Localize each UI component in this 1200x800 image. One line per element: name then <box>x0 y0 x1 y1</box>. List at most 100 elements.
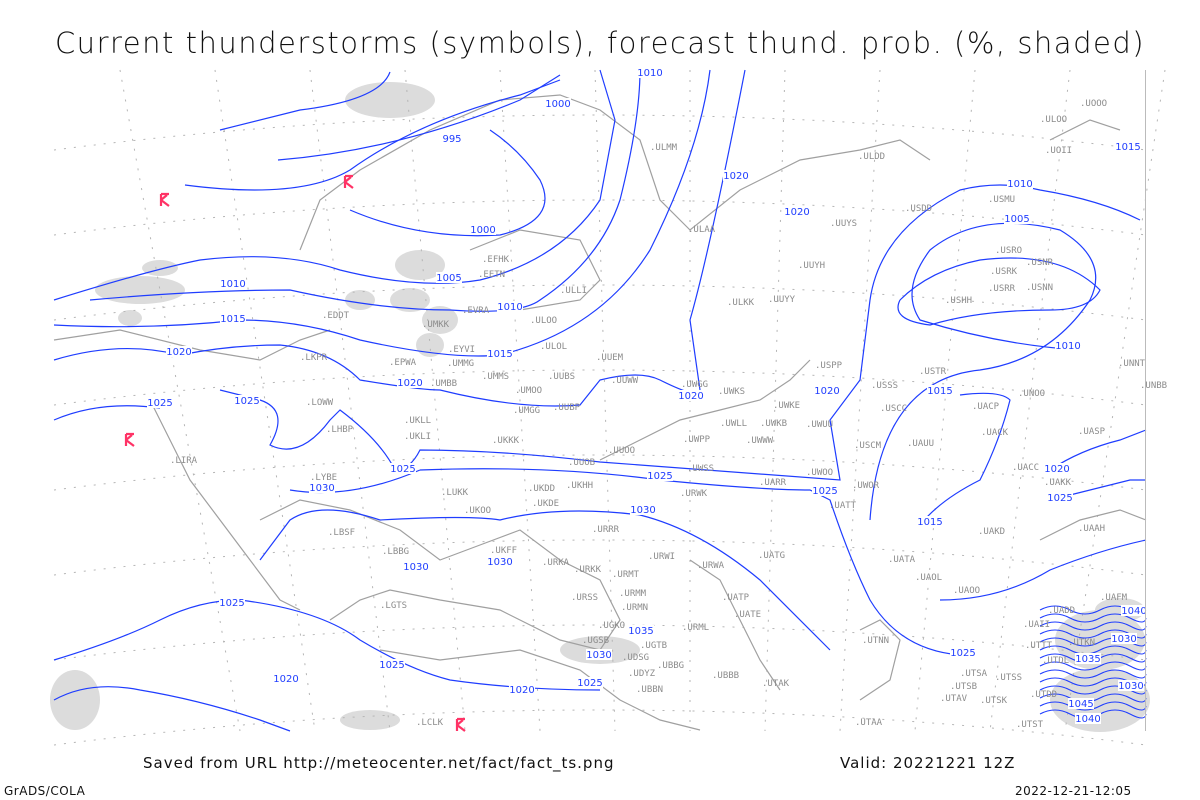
station-label: .ULLI <box>560 286 587 296</box>
station-label: .EVRA <box>462 306 490 316</box>
station-label: .UAOO <box>953 586 980 596</box>
isobar-label-bg <box>439 133 465 144</box>
station-label: .UMBB <box>430 379 457 389</box>
isobar-label: 1015 <box>1115 142 1140 153</box>
shaded-area <box>95 276 185 304</box>
station-label: .UTKN <box>1068 638 1095 648</box>
coastline <box>1049 119 1121 141</box>
station-label: .UWUU <box>806 420 833 430</box>
isobar-label: 1025 <box>647 471 672 482</box>
isobar-label-bg <box>436 272 462 283</box>
station-label: .UUBP <box>553 403 581 413</box>
station-label: .UATT <box>829 501 857 511</box>
station-label: .URSS <box>571 593 598 603</box>
isobar-label-bg <box>487 556 513 567</box>
station-label: .UBBG <box>657 661 684 671</box>
thunderstorm-symbol-icon <box>159 192 170 207</box>
isobar-line <box>1039 645 1147 655</box>
isobar-label: 1045 <box>1068 699 1093 710</box>
map-border-right <box>1145 70 1146 731</box>
station-label: .LYBE <box>310 473 337 483</box>
isobar-line <box>184 79 561 191</box>
station-label: .UACK <box>981 428 1009 438</box>
isobar-label-bg <box>379 659 405 670</box>
isobar-label-bg <box>630 504 656 515</box>
isobar-label: 1035 <box>1075 654 1100 665</box>
isobar-label: 1025 <box>219 598 244 609</box>
saved-from-url: Saved from URL http://meteocenter.net/fa… <box>143 754 615 772</box>
station-labels: .ULOO .UOII .ULDD .USDD .USMU .UUYS .USRO .USNR… <box>170 99 1167 730</box>
coastline <box>859 619 901 701</box>
station-label: .USNN <box>1026 283 1053 293</box>
thunderstorm-symbol-icon <box>343 174 354 189</box>
isobar-label-bg <box>220 278 246 289</box>
station-label: .UKLL <box>404 416 431 426</box>
meridian-line <box>594 69 616 732</box>
station-label: .EFHK <box>482 255 510 265</box>
isobar-label-bg <box>403 561 429 572</box>
station-label: .UWKE <box>773 401 800 411</box>
station-label: .URKK <box>574 565 602 575</box>
isobar-label: 1030 <box>1118 681 1143 692</box>
meridian-line <box>499 69 541 732</box>
shaded-area <box>390 288 430 312</box>
isobar-label: 1020 <box>784 207 809 218</box>
isobar-line <box>1039 629 1147 639</box>
isobar-label-bg <box>1111 633 1137 644</box>
isobar-label: 1025 <box>1047 493 1072 504</box>
station-label: .UAII <box>1023 620 1050 630</box>
isobar-line <box>1039 701 1147 711</box>
isobar-label: 1020 <box>166 347 191 358</box>
isobar-line <box>869 222 1097 521</box>
isobar-label-bg <box>950 647 976 658</box>
station-label: .USNR <box>1026 258 1054 268</box>
coastlines <box>53 94 1147 731</box>
isobar-label-bg <box>1044 463 1070 474</box>
isobar-label: 1020 <box>509 685 534 696</box>
isobar-label-bg <box>545 98 571 109</box>
station-label: .UTAK <box>762 679 790 689</box>
parallel-line <box>53 709 1147 746</box>
isobar-label-bg <box>628 625 654 636</box>
station-label: .USSS <box>871 381 898 391</box>
shaded-area <box>340 710 400 730</box>
station-label: .UAAH <box>1078 524 1105 534</box>
isobar-label: 1000 <box>470 225 495 236</box>
isobar-label-bg <box>147 397 173 408</box>
isobar-label: 1015 <box>917 517 942 528</box>
station-label: .LBBG <box>382 547 409 557</box>
station-label: .UAKD <box>978 527 1005 537</box>
station-label: .UKDD <box>528 484 555 494</box>
station-label: .UBBB <box>712 671 739 681</box>
isobar-label-bg <box>234 395 260 406</box>
isobar-label-bg <box>397 377 423 388</box>
coastline <box>53 329 331 361</box>
station-label: .EPWA <box>389 358 417 368</box>
coastline <box>259 499 621 651</box>
shaded-area <box>345 290 375 310</box>
station-label: .UACC <box>1012 463 1039 473</box>
station-label: .UNBB <box>1140 381 1167 391</box>
meridian-line <box>1064 69 1166 732</box>
station-label: .USRK <box>990 267 1018 277</box>
coastline <box>299 94 931 251</box>
station-label: .URML <box>682 623 709 633</box>
station-label: .UUEM <box>596 353 624 363</box>
station-label: .UGSB <box>582 636 609 646</box>
station-label: .UAOL <box>915 573 942 583</box>
station-label: .UKLI <box>404 432 431 442</box>
isobar-label: 1005 <box>436 273 461 284</box>
isobar-label: 1010 <box>497 302 522 313</box>
station-label: .UWSS <box>687 464 714 474</box>
shaded-area <box>416 333 444 357</box>
shaded-area <box>422 306 458 334</box>
station-label: .UOOO <box>1080 99 1107 109</box>
isobar-label: 1015 <box>927 386 952 397</box>
station-label: .UWKS <box>718 387 745 397</box>
isobar-label: 1030 <box>1111 634 1136 645</box>
station-label: .LBSF <box>328 528 355 538</box>
station-label: .LIRA <box>170 456 198 466</box>
coastline <box>379 649 701 731</box>
station-label: .UATA <box>888 555 916 565</box>
station-label: .UUOB <box>568 458 595 468</box>
